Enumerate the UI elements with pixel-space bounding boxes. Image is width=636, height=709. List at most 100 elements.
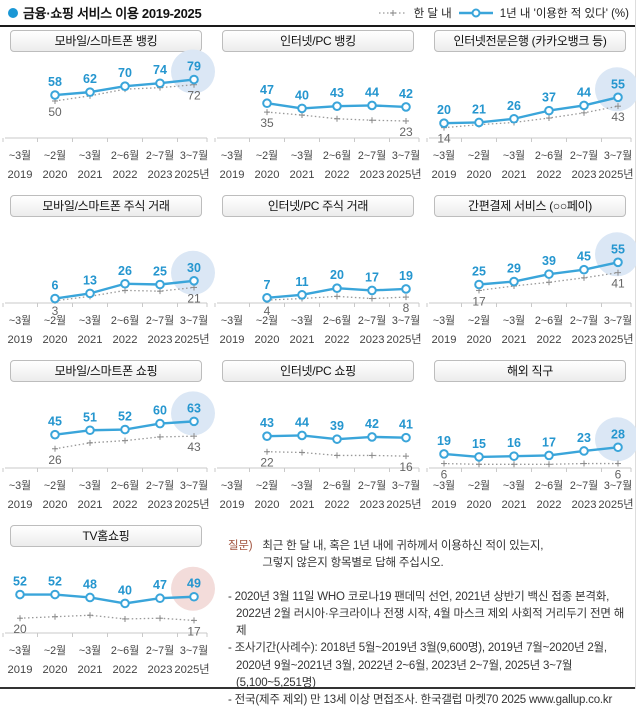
x-axis-month-label: ~3월 (291, 479, 313, 492)
data-point-marker (401, 432, 411, 443)
data-point-marker (367, 100, 377, 111)
x-axis-month-label: ~2월 (44, 479, 66, 492)
data-point-marker (189, 591, 199, 602)
dotted-line-legend-icon (378, 9, 407, 16)
yearly-value-label: 55 (611, 77, 625, 91)
x-axis-month-label: ~3월 (433, 149, 455, 162)
yearly-value-label: 63 (187, 401, 201, 415)
x-axis-month-label: ~3월 (503, 149, 525, 162)
data-point-marker (15, 589, 25, 600)
x-axis-month-label: ~2월 (468, 149, 490, 162)
yearly-value-label: 41 (399, 418, 413, 432)
survey-question: 질문) 최근 한 달 내, 혹은 1년 내에 귀하께서 이용하신 적이 있는지,… (228, 538, 630, 573)
x-axis-month-label: 3~7월 (604, 149, 632, 162)
data-point-marker (120, 81, 130, 92)
x-axis-year-label: 2021 (290, 334, 315, 346)
yearly-value-label: 49 (187, 577, 201, 591)
yearly-value-label: 7 (264, 278, 271, 292)
data-point-marker (297, 290, 307, 300)
yearly-value-label: 29 (507, 262, 521, 276)
x-axis-year-label: 2023 (148, 499, 173, 511)
bottom-rule (0, 687, 635, 689)
chart-panel: 모바일/스마트폰 뱅킹 58 62 70 74 79 50 72 ~3월 ~2월 ~3월 2~6월 2~… (0, 27, 215, 192)
title-bullet-icon (8, 7, 18, 18)
yearly-value-label: 43 (330, 86, 344, 100)
x-axis-year-label: 2025년 (174, 663, 209, 676)
x-axis-month-label: ~2월 (468, 314, 490, 327)
monthly-last-value-label: 8 (403, 301, 410, 315)
x-axis-year-label: 2023 (360, 169, 385, 181)
monthly-series-line (443, 105, 619, 129)
data-point-marker (367, 285, 377, 296)
blue-line-legend-icon (458, 8, 493, 17)
yearly-series-line (443, 446, 619, 459)
x-axis-year-label: 2025년 (386, 168, 421, 181)
x-axis-month-label: 2~7월 (146, 644, 174, 657)
x-axis-month-label: ~2월 (468, 479, 490, 492)
x-axis-year-label: 2025년 (174, 333, 209, 346)
monthly-series-line (266, 451, 407, 457)
x-axis-year-label: 2020 (255, 169, 280, 181)
data-point-marker (332, 434, 342, 444)
legend-yearly-label: 1년 내 '이용한 적 있다' (%) (499, 7, 629, 20)
x-axis-month-label: ~3월 (503, 479, 525, 492)
yearly-value-label: 47 (153, 578, 167, 592)
data-point-marker (262, 431, 272, 441)
x-axis-month-label: ~3월 (291, 314, 313, 327)
x-axis-month-label: ~3월 (79, 149, 101, 162)
latest-value-highlight (171, 391, 215, 436)
x-axis-year-label: 2023 (360, 334, 385, 346)
x-axis-year-label: 2023 (148, 169, 173, 181)
data-point-marker (474, 279, 484, 290)
line-chart: 43 44 39 42 41 22 16 ~3월 ~2월 ~3월 2~6월 2~7월 3~7월 2019 2… (214, 415, 422, 511)
x-axis-year-label: 2022 (113, 499, 138, 511)
yearly-series-line (20, 593, 195, 605)
x-axis-month-label: ~3월 (221, 149, 243, 162)
x-axis-month-label: 2~6월 (323, 479, 351, 492)
x-axis-year-label: 2022 (537, 169, 562, 181)
yearly-value-label: 70 (118, 66, 132, 80)
x-axis-year-label: 2020 (467, 334, 492, 346)
x-axis-month-label: 3~7월 (604, 479, 632, 492)
question-text: 최근 한 달 내, 혹은 1년 내에 귀하께서 이용하신 적이 있는지, 그렇지… (262, 538, 543, 573)
x-axis-year-label: 2020 (255, 499, 280, 511)
x-axis-year-label: 2022 (537, 499, 562, 511)
monthly-last-value-label: 72 (187, 89, 201, 103)
question-and-notes-block: 질문) 최근 한 달 내, 혹은 1년 내에 귀하께서 이용하신 적이 있는지,… (212, 522, 636, 706)
x-axis-month-label: 3~7월 (180, 479, 208, 492)
data-point-marker (50, 293, 60, 304)
data-point-marker (85, 592, 95, 603)
yearly-value-label: 26 (118, 264, 132, 278)
data-point-marker (297, 430, 307, 441)
monthly-series-line (443, 462, 618, 465)
x-axis-year-label: 2023 (572, 334, 597, 346)
yearly-value-label: 25 (153, 265, 167, 279)
x-axis-month-label: ~2월 (44, 149, 66, 162)
data-point-marker (120, 278, 130, 289)
x-axis-year-label: 2021 (78, 499, 103, 511)
x-axis-year-label: 2022 (325, 499, 350, 511)
data-point-marker (509, 451, 519, 461)
monthly-last-value-label: 21 (187, 291, 201, 305)
chart-panel: TV홈쇼핑 52 52 48 40 47 49 20 17 ~3월 ~2월 ~3월 2~6월 2~7월 3~… (0, 522, 215, 687)
legend-monthly-label: 한 달 내 (413, 7, 452, 20)
data-point-marker (509, 276, 519, 287)
yearly-value-label: 19 (437, 434, 451, 448)
data-point-marker (579, 100, 589, 111)
data-point-marker (155, 418, 165, 429)
yearly-value-label: 52 (48, 575, 62, 589)
line-chart: 52 52 48 40 47 49 20 17 ~3월 ~2월 ~3월 2~6월 2~7월 3~7월 201… (2, 566, 215, 676)
monthly-series-line (266, 111, 407, 122)
chart-panel-title: 인터넷/PC 뱅킹 (222, 30, 414, 52)
x-axis-month-label: 3~7월 (392, 479, 420, 492)
chart-panel-title: 간편결제 서비스 (○○페이) (434, 195, 626, 217)
yearly-value-label: 42 (365, 417, 379, 431)
monthly-last-value-label: 23 (399, 125, 413, 139)
question-line-2: 그렇지 않은지 항목별로 답해 주십시오. (262, 557, 444, 570)
yearly-value-label: 20 (437, 103, 451, 117)
monthly-first-value-label: 20 (13, 622, 27, 636)
x-axis-year-label: 2019 (8, 334, 33, 346)
data-point-marker (262, 293, 272, 303)
x-axis-month-label: ~3월 (79, 479, 101, 492)
data-point-marker (85, 288, 95, 299)
